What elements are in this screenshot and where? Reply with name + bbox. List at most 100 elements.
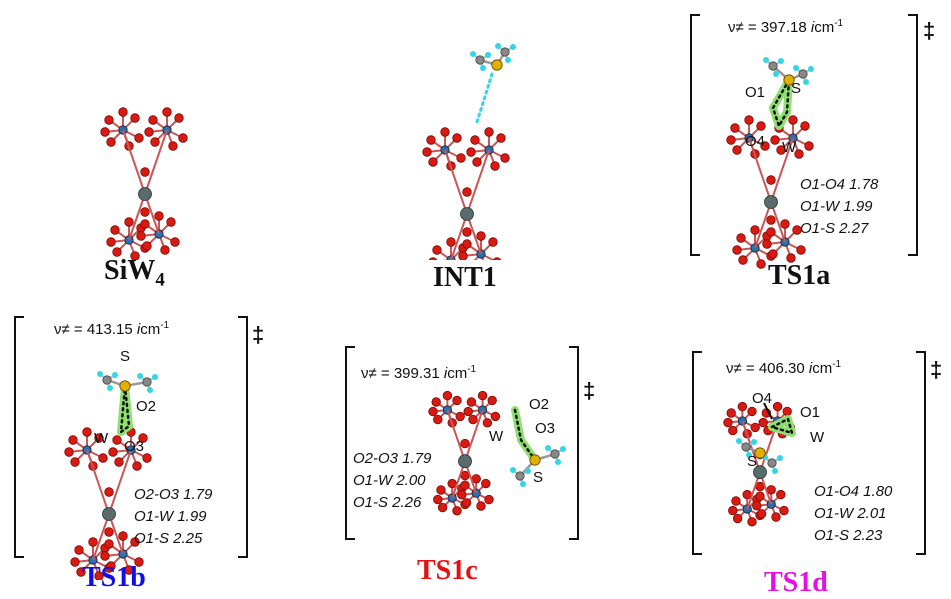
oxygen-atom — [737, 401, 748, 412]
oxygen-atom — [756, 121, 766, 131]
oxygen-atom — [779, 505, 789, 516]
transition-highlight — [511, 406, 539, 464]
ts1c-atom-w: W — [489, 428, 504, 445]
oxygen-atom — [490, 411, 501, 422]
ts1a-distances: O1-O4 1.78 O1-W 1.99 O1-S 2.27 — [800, 176, 879, 237]
oxygen-atom — [792, 225, 802, 235]
oxygen-atom — [160, 245, 170, 255]
oxygen-atom — [104, 527, 114, 537]
oxygen-atom — [780, 219, 790, 229]
panel-ts1a: ‡ ν≠ = 397.18 icm-1 O1 S O4 W O1-O4 1.78… — [688, 8, 948, 293]
panel-int1: INT1 — [395, 40, 565, 300]
oxygen-atom — [142, 241, 152, 251]
oxygen-atom — [796, 245, 806, 255]
oxygen-atom — [64, 447, 74, 457]
sulfur-atom — [754, 447, 766, 459]
bridge-bond — [86, 449, 110, 515]
oxygen-atom — [484, 494, 494, 505]
oxygen-atom — [766, 227, 776, 237]
oxygen-atom — [140, 167, 150, 177]
oxygen-atom — [68, 435, 78, 445]
ts1d-bracket-right — [916, 351, 926, 555]
oxygen-atom — [487, 395, 497, 406]
ts1c-distances: O2-O3 1.79 O1-W 2.00 O1-S 2.26 — [353, 450, 432, 511]
oxygen-atom — [124, 565, 134, 575]
oxygen-atom — [484, 127, 494, 137]
oxygen-atom — [442, 390, 453, 401]
ts1d-atom-o4: O4 — [752, 390, 773, 407]
ts1a-atom-s: S — [791, 80, 802, 97]
oxygen-atom — [110, 225, 120, 235]
oxygen-atom — [776, 145, 786, 155]
bridge-bond — [770, 137, 794, 203]
oxygen-atom — [456, 153, 466, 163]
oxygen-atom — [106, 137, 116, 147]
int1-structure — [422, 43, 516, 260]
ts1b-dagger: ‡ — [252, 322, 265, 347]
oxygen-atom — [142, 453, 152, 463]
oxygen-atom — [768, 249, 778, 259]
oxygen-atom — [463, 406, 473, 417]
oxygen-atom — [760, 141, 770, 151]
oxygen-atom — [460, 438, 470, 449]
ts1a-frequency: ν≠ = 397.18 icm-1 — [728, 18, 844, 36]
tungsten-atom — [477, 405, 488, 415]
ts1a-atom-o1: O1 — [745, 84, 766, 101]
hydrogen-atom — [808, 66, 814, 72]
oxygen-atom — [723, 417, 733, 428]
bridge-bond — [741, 420, 761, 473]
bridge-bond — [128, 193, 146, 241]
panel-ts1c: ‡ ν≠ = 399.31 icm-1 O2 W O3 S O2-O3 1.79… — [343, 340, 613, 595]
carbon-atom — [500, 47, 510, 57]
hydrogen-atom — [147, 387, 153, 393]
transition-bonds — [771, 78, 791, 130]
oxygen-atom — [738, 255, 748, 265]
hydrogen-atom — [112, 372, 118, 378]
oxygen-atom — [82, 427, 92, 437]
oxygen-atom — [178, 133, 188, 143]
hydrogen-atom — [803, 79, 809, 85]
silicon-atom — [753, 465, 767, 480]
oxygen-atom — [462, 227, 472, 237]
ts1c-atom-o2: O2 — [529, 396, 550, 413]
oxygen-atom — [437, 502, 448, 513]
hydrogen-atom — [97, 371, 103, 377]
oxygen-atom — [88, 537, 98, 547]
hydrogen-atom — [793, 65, 799, 71]
oxygen-atom — [104, 115, 114, 125]
ts1c-atom-o3: O3 — [535, 420, 556, 437]
sulfur-atom — [491, 59, 503, 71]
oxygen-atom — [452, 133, 462, 143]
oxygen-atom — [70, 557, 80, 567]
oxygen-atom — [452, 395, 462, 406]
oxygen-atom — [752, 501, 762, 511]
ts1c-bracket-right — [569, 346, 579, 540]
oxygen-atom — [747, 517, 757, 527]
oxygen-atom — [744, 115, 754, 125]
oxygen-atom — [476, 231, 486, 241]
bridge-bond — [144, 129, 168, 195]
ts1b-frequency: ν≠ = 413.15 icm-1 — [54, 320, 170, 338]
bridge-bond — [446, 409, 466, 462]
hydrogen-atom — [772, 468, 778, 474]
oxygen-atom — [432, 245, 442, 255]
ts1d-label: TS1d — [764, 567, 828, 598]
oxygen-atom — [138, 433, 148, 443]
hydrogen-atom — [746, 452, 752, 458]
oxygen-atom — [94, 433, 104, 443]
oxygen-atom — [800, 121, 810, 131]
carbon-atom — [741, 442, 751, 452]
ts1a-structure — [726, 57, 814, 269]
oxygen-atom — [112, 435, 122, 445]
oxygen-atom — [756, 509, 767, 519]
carbon-atom — [102, 375, 112, 385]
oxygen-atom — [750, 422, 760, 433]
bridge-bond — [122, 129, 146, 195]
hydrogen-atom — [560, 446, 566, 452]
ts1b-bracket-left — [14, 316, 24, 558]
oxygen-atom — [758, 417, 768, 428]
bridge-bond — [450, 213, 468, 260]
oxygen-atom — [788, 115, 798, 125]
oxygen-atom — [431, 397, 441, 407]
oxygen-atom — [750, 225, 760, 235]
